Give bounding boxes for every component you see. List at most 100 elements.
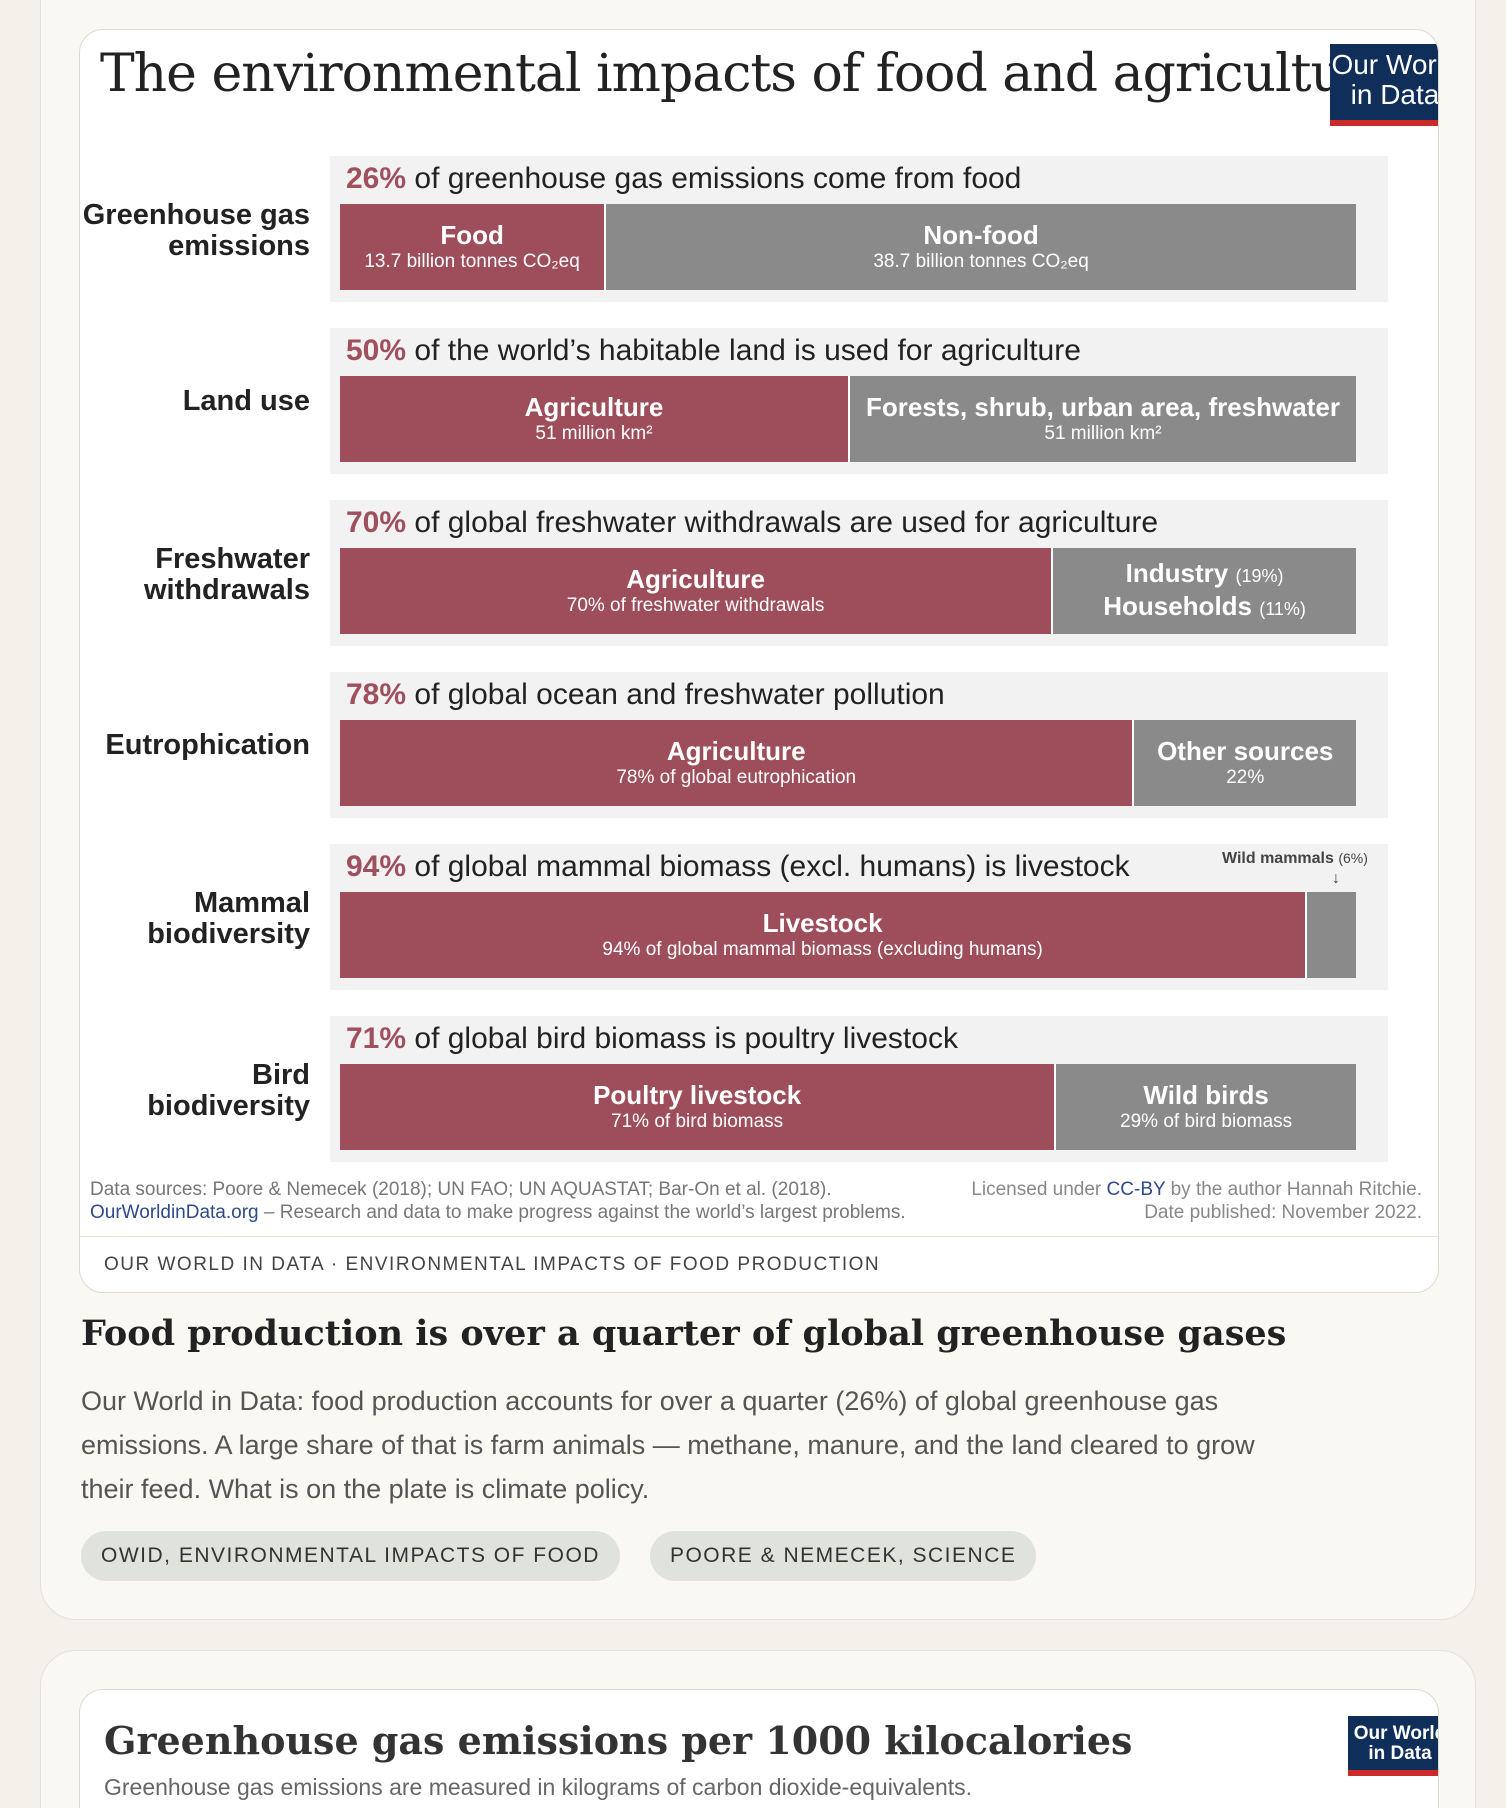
row-label-line: Land use	[182, 385, 310, 417]
row-label: Mammal biodiversity	[80, 887, 310, 950]
owid-link[interactable]: OurWorldinData.org	[90, 1202, 259, 1223]
license-info: Licensed under CC-BY by the author Hanna…	[971, 1178, 1422, 1224]
row-label: Eutrophication	[80, 729, 310, 761]
next-chart-panel[interactable]: Greenhouse gas emissions per 1000 kiloca…	[79, 1689, 1439, 1808]
sources-text: Data sources: Poore & Nemecek (2018); UN…	[90, 1179, 832, 1200]
row-label: Freshwater withdrawals	[80, 544, 310, 606]
row-label-line: biodiversity	[147, 1090, 310, 1122]
segment-title: Livestock	[762, 908, 883, 938]
bar-segment[interactable]	[1305, 892, 1356, 978]
row-headline: 50% of the world’s habitable land is use…	[346, 334, 1081, 368]
segment-title: Forests, shrub, urban area, freshwater	[866, 392, 1340, 422]
row-label-line: Greenhouse gas	[82, 199, 310, 231]
bar-segment[interactable]: Livestock 94% of global mammal biomass (e…	[340, 892, 1306, 978]
headline-percent: 78%	[346, 678, 407, 711]
headline-percent: 94%	[346, 850, 407, 883]
segment-title: Poultry livestock	[593, 1080, 802, 1110]
tag-list: OWID, ENVIRONMENTAL IMPACTS OF FOOD POOR…	[81, 1531, 1037, 1581]
bar-segment[interactable]: Agriculture 70% of freshwater withdrawals	[340, 548, 1052, 634]
owid-logo[interactable]: Our World in Data	[1348, 1716, 1439, 1776]
segment-title: Agriculture	[666, 736, 806, 766]
impact-row: Greenhouse gas emissions 26% of greenhouse…	[80, 156, 1438, 302]
row-headline: 71% of global bird biomass is poultry li…	[346, 1022, 958, 1056]
segment-subtitle: 78% of global eutrophication	[616, 767, 857, 788]
logo-line-1: Our World	[1353, 1723, 1439, 1744]
license-author: by the author Hannah Ritchie.	[1165, 1179, 1422, 1200]
bar-segment[interactable]: Wild birds 29% of bird biomass	[1054, 1064, 1356, 1150]
row-headline: 70% of global freshwater withdrawals are…	[346, 506, 1158, 540]
headline-percent: 50%	[346, 334, 407, 367]
wild-mammals-note: Wild mammals (6%)	[1222, 850, 1368, 868]
infographic-title: The environmental impacts of food and ag…	[100, 44, 1398, 104]
row-label-line: withdrawals	[144, 574, 310, 606]
headline-text: of global mammal biomass (excl. humans) …	[406, 850, 1130, 883]
stacked-bar: Agriculture 70% of freshwater withdrawals…	[340, 548, 1356, 634]
sources-tagline: – Research and data to make progress aga…	[258, 1202, 906, 1223]
segment-subtitle: 29% of bird biomass	[1120, 1111, 1293, 1132]
segment-title: Households	[1103, 591, 1253, 621]
segment-title: Industry	[1125, 558, 1229, 588]
post-body: Our World in Data: food production accou…	[81, 1386, 1255, 1504]
stacked-bar: Poultry livestock 71% of bird biomass Wild…	[340, 1064, 1356, 1150]
infographic-panel[interactable]: The environmental impacts of food and ag…	[79, 29, 1439, 1293]
segment-subtitle: 71% of bird biomass	[611, 1111, 784, 1132]
stacked-bar: Agriculture 51 million km² Forests, shrub,…	[340, 376, 1356, 462]
tag-chip[interactable]: OWID, ENVIRONMENTAL IMPACTS OF FOOD	[81, 1531, 620, 1581]
impact-row: Bird biodiversity 71% of global bird bioma…	[80, 1016, 1438, 1162]
row-label-line: Eutrophication	[105, 729, 310, 761]
headline-percent: 26%	[346, 162, 407, 195]
row-headline: 26% of greenhouse gas emissions come fro…	[346, 162, 1021, 196]
bar-segment[interactable]: Food 13.7 billion tonnes CO₂eq	[340, 204, 605, 290]
data-sources: Data sources: Poore & Nemecek (2018); UN…	[90, 1178, 906, 1224]
bar-segment[interactable]: Non-food 38.7 billion tonnes CO₂eq	[604, 204, 1356, 290]
impact-row: Eutrophication 78% of global ocean and fr…	[80, 672, 1438, 818]
bar-segment[interactable]: Industry (19%) Households (11%)	[1051, 548, 1356, 634]
headline-text: of global bird biomass is poultry livest…	[406, 1022, 958, 1055]
segment-subtitle: 22%	[1226, 767, 1265, 788]
stacked-bar: Food 13.7 billion tonnes CO₂eq Non-food 38.…	[340, 204, 1356, 290]
row-label-line: Mammal	[193, 887, 310, 919]
panel-footer: OUR WORLD IN DATA · ENVIRONMENTAL IMPACT…	[80, 1236, 1438, 1292]
next-post-card: Greenhouse gas emissions per 1000 kiloca…	[40, 1650, 1476, 1808]
owid-logo[interactable]: Our World in Data	[1330, 44, 1439, 126]
logo-line-2: in Data	[1350, 79, 1439, 110]
logo-line-2: in Data	[1368, 1743, 1432, 1764]
segment-subtitle: 38.7 billion tonnes CO₂eq	[873, 251, 1089, 272]
segment-subtitle: 70% of freshwater withdrawals	[566, 595, 825, 616]
post-title: Food production is over a quarter of glo…	[81, 1313, 1287, 1354]
next-chart-title: Greenhouse gas emissions per 1000 kiloca…	[104, 1718, 1133, 1763]
segment-subtitle: 13.7 billion tonnes CO₂eq	[364, 251, 580, 272]
segment-title: Non-food	[923, 220, 1039, 250]
row-label: Land use	[80, 385, 310, 417]
headline-text: of greenhouse gas emissions come from fo…	[406, 162, 1022, 195]
panel-footer-text: OUR WORLD IN DATA · ENVIRONMENTAL IMPACT…	[104, 1254, 881, 1275]
impact-row: Freshwater withdrawals 70% of global fresh…	[80, 500, 1438, 646]
segment-title-line: Industry (19%)	[1126, 558, 1284, 591]
segment-title: Food	[440, 220, 504, 250]
headline-text: of global ocean and freshwater pollution	[406, 678, 945, 711]
row-label-line: Bird	[252, 1059, 310, 1091]
next-chart-subtitle: Greenhouse gas emissions are measured in…	[104, 1774, 973, 1800]
bar-segment[interactable]: Agriculture 78% of global eutrophication	[340, 720, 1133, 806]
segment-title: Wild birds	[1143, 1080, 1269, 1110]
row-label-line: emissions	[168, 230, 310, 262]
stacked-bar: Agriculture 78% of global eutrophication O…	[340, 720, 1356, 806]
cc-by-link[interactable]: CC-BY	[1106, 1179, 1166, 1200]
impact-row: Mammal biodiversity 94% of global mammal b…	[80, 844, 1438, 990]
row-label: Bird biodiversity	[80, 1059, 310, 1122]
row-label: Greenhouse gas emissions	[80, 199, 310, 262]
segment-subtitle: 51 million km²	[535, 423, 653, 444]
bar-segment[interactable]: Forests, shrub, urban area, freshwater 51…	[848, 376, 1356, 462]
segment-title: Agriculture	[524, 392, 664, 422]
tag-chip[interactable]: POORE & NEMECEK, SCIENCE	[649, 1531, 1037, 1581]
headline-percent: 71%	[346, 1022, 407, 1055]
bar-segment[interactable]: Agriculture 51 million km²	[340, 376, 848, 462]
note-label: Wild mammals	[1222, 850, 1334, 867]
segment-percent: (19%)	[1235, 566, 1284, 586]
logo-line-1: Our World	[1331, 49, 1438, 80]
bar-segment[interactable]: Other sources 22%	[1132, 720, 1356, 806]
bar-segment[interactable]: Poultry livestock 71% of bird biomass	[340, 1064, 1055, 1150]
row-headline: 94% of global mammal biomass (excl. huma…	[346, 850, 1130, 884]
note-percent: (6%)	[1338, 850, 1368, 866]
impact-row: Land use 50% of the world’s habitable lan…	[80, 328, 1438, 474]
